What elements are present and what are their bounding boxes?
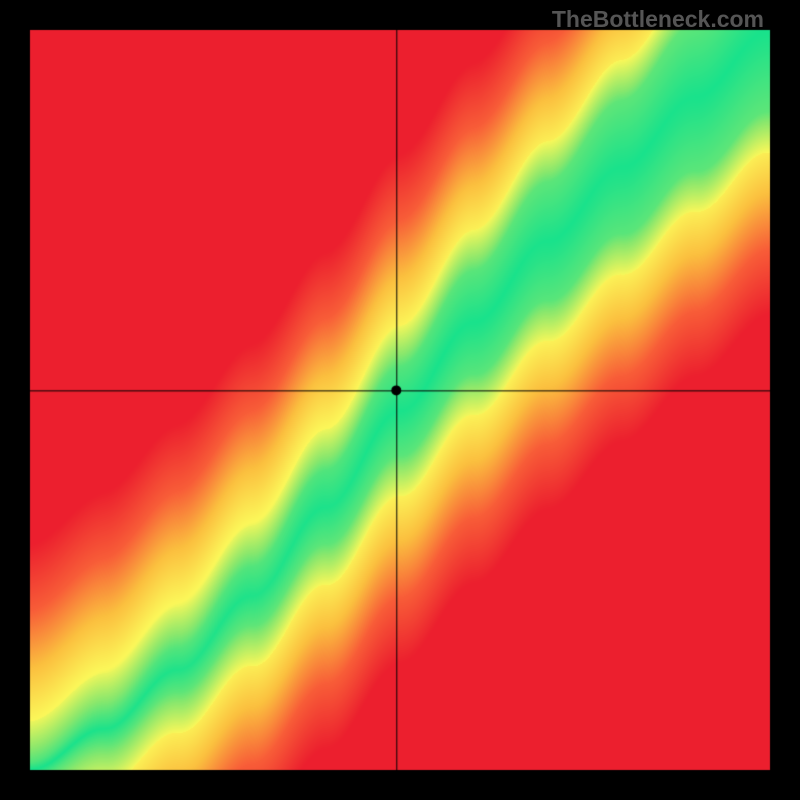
watermark: TheBottleneck.com [552,6,764,33]
heatmap-canvas [0,0,800,800]
chart-container: TheBottleneck.com [0,0,800,800]
